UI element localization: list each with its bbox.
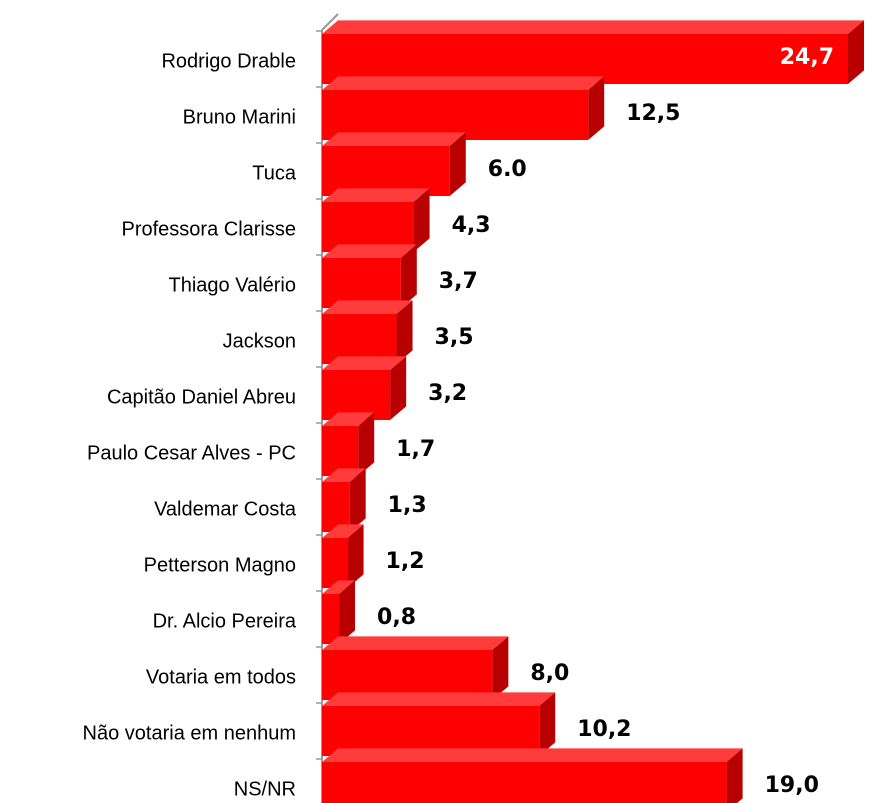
category-label: Paulo Cesar Alves - PC (87, 442, 296, 464)
bar (322, 90, 589, 140)
bar (322, 258, 401, 308)
bar (322, 34, 848, 84)
bar (322, 146, 450, 196)
bar-side (396, 300, 413, 364)
bar-side (347, 524, 364, 588)
bar-side (539, 692, 556, 756)
value-label: 6.0 (488, 157, 527, 182)
bar-side (413, 188, 430, 252)
bar (322, 202, 414, 252)
category-label: Valdemar Costa (154, 498, 297, 520)
value-label: 0,8 (377, 605, 416, 630)
bar-side (339, 580, 356, 644)
value-label: 1,7 (396, 437, 435, 462)
bar (322, 370, 391, 420)
bar (322, 762, 727, 803)
value-label: 4,3 (452, 213, 491, 238)
bar-top (322, 636, 509, 650)
bar-top (322, 580, 356, 594)
category-label: Thiago Valério (169, 274, 296, 296)
category-label: NS/NR (234, 778, 296, 800)
bar-top (322, 132, 466, 146)
value-label: 1,2 (386, 549, 425, 574)
bar-side (390, 356, 407, 420)
value-label: 3,2 (428, 381, 467, 406)
category-label: Votaria em todos (146, 666, 296, 688)
bar (322, 706, 540, 756)
value-label: 1,3 (388, 493, 427, 518)
category-label: Não votaria em nenhum (83, 722, 296, 744)
bar-side (400, 244, 417, 308)
bar-side (726, 748, 743, 803)
bar-top (322, 300, 413, 314)
bar-side (449, 132, 466, 196)
bar-side (848, 20, 864, 84)
bar-top (322, 188, 430, 202)
value-label: 24,7 (780, 45, 834, 70)
bar-top (322, 692, 556, 706)
bar-top (322, 76, 605, 90)
value-label: 8,0 (530, 661, 569, 686)
bar (322, 650, 493, 700)
axis-depth (321, 13, 339, 31)
bar-top (322, 524, 364, 538)
bar-top (322, 356, 407, 370)
value-label: 3,7 (439, 269, 478, 294)
value-label: 3,5 (435, 325, 474, 350)
bar-side (349, 468, 366, 532)
category-label: Capitão Daniel Abreu (107, 386, 296, 408)
bar-side (492, 636, 509, 700)
category-label: Tuca (252, 162, 297, 184)
bar (322, 538, 348, 588)
category-label: Dr. Alcio Pereira (153, 610, 297, 632)
bar-side (588, 76, 605, 140)
bar-side (358, 412, 375, 476)
bar (322, 314, 397, 364)
category-label: Bruno Marini (183, 106, 296, 128)
bar-top (322, 20, 864, 34)
value-label: 19,0 (765, 773, 819, 798)
category-label: Rodrigo Drable (161, 50, 296, 72)
value-label: 12,5 (626, 101, 680, 126)
bar-top (322, 748, 743, 762)
bar (322, 426, 359, 476)
category-label: Professora Clarisse (121, 218, 296, 240)
bar-top (322, 412, 375, 426)
value-label: 10,2 (577, 717, 631, 742)
bar-top (322, 244, 417, 258)
bar (322, 594, 340, 644)
category-label: Petterson Magno (144, 554, 296, 576)
bar (322, 482, 350, 532)
category-label: Jackson (223, 330, 296, 352)
bar-top (322, 468, 366, 482)
